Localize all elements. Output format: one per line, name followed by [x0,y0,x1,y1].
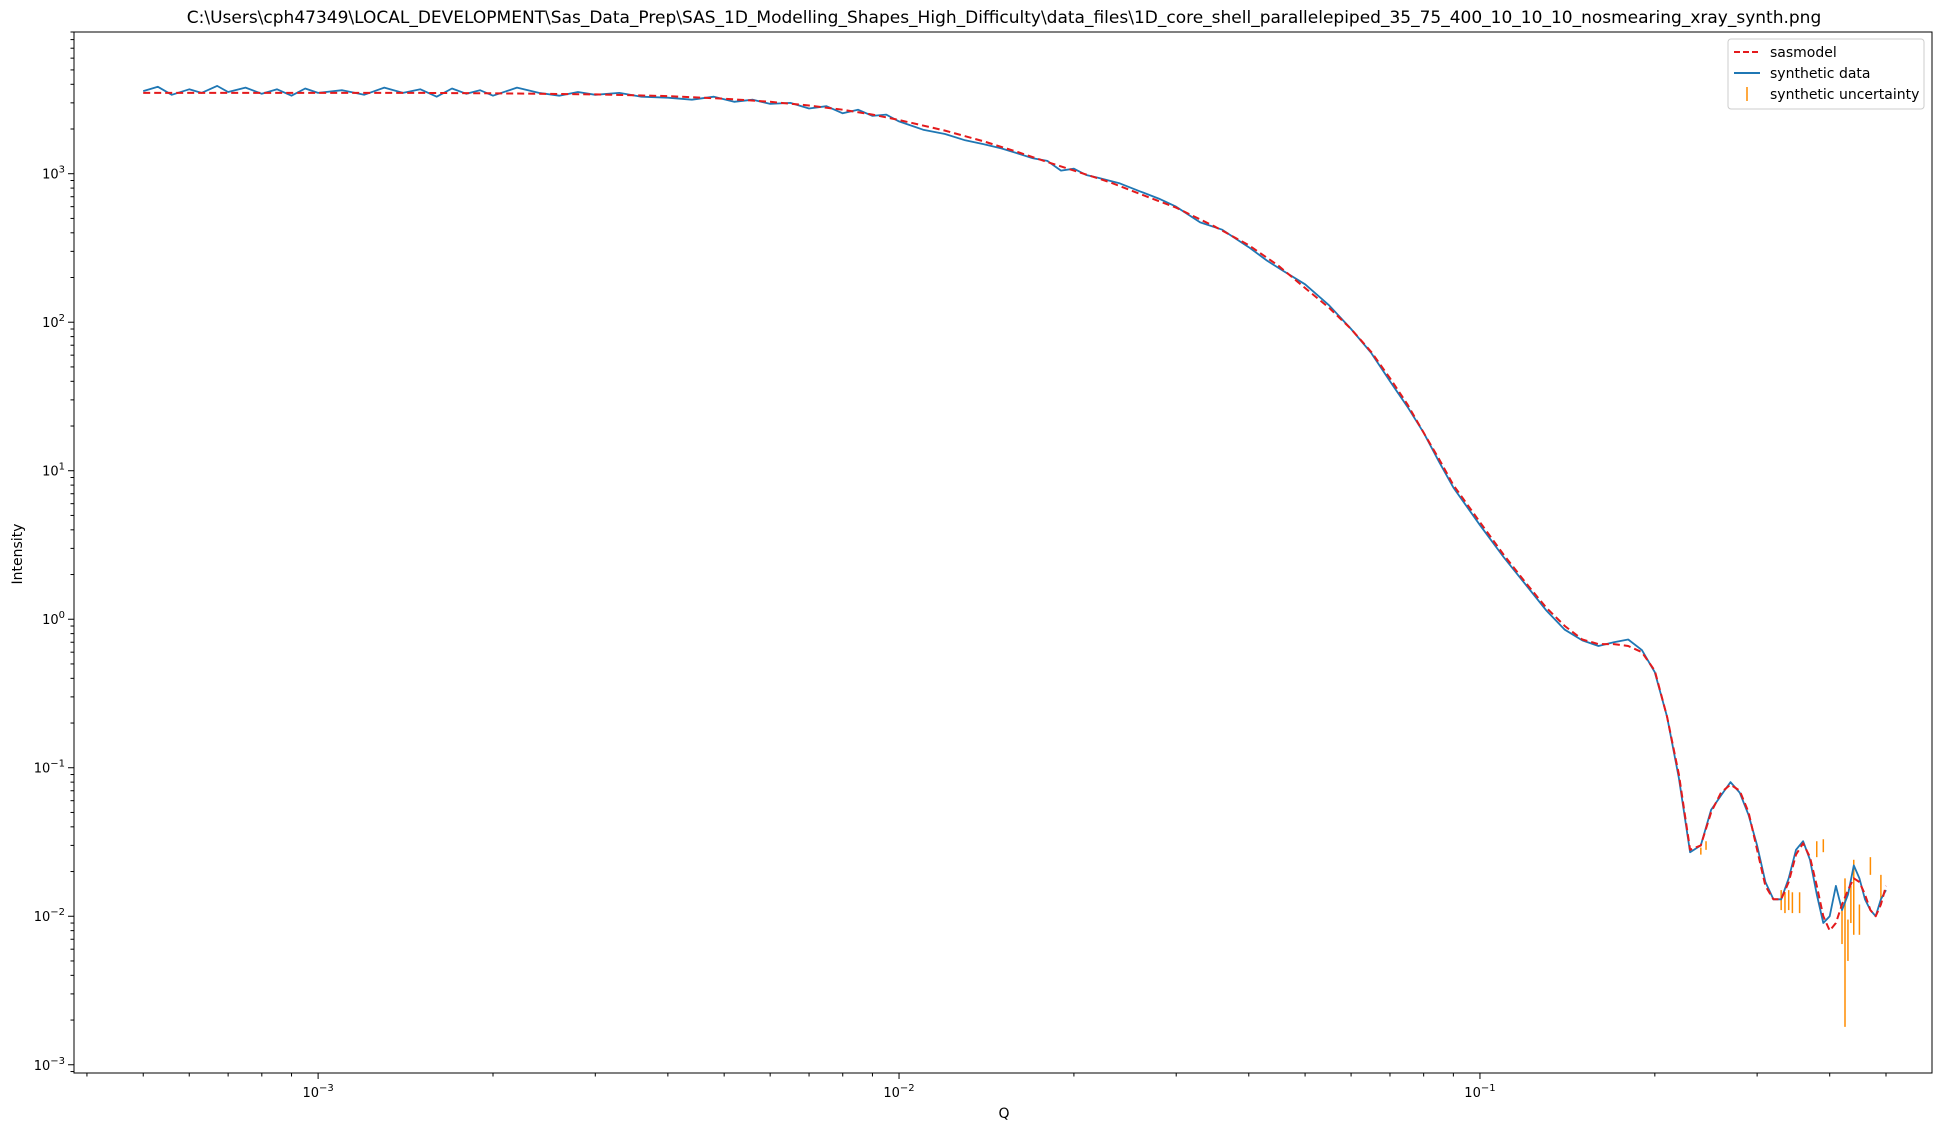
y-tick-label: 101 [42,462,65,480]
sasmodel-line [143,91,1887,932]
x-tick-label: 10−2 [883,1083,914,1101]
chart-title: C:\Users\cph47349\LOCAL_DEVELOPMENT\Sas_… [187,8,1822,28]
y-tick-label: 10−3 [34,1056,65,1074]
x-tick-label: 10−3 [302,1083,333,1101]
x-tick-label: 10−1 [1464,1083,1495,1101]
series-layer [142,85,1887,1027]
y-axis: 10−3 10−2 10−1 100 101 102 103 [34,31,74,1074]
y-tick-label: 103 [42,165,65,183]
y-tick-label: 102 [42,313,65,331]
y-tick-label: 10−1 [34,759,65,777]
legend-box [1727,38,1925,110]
x-axis: 10−3 10−2 10−1 [86,1073,1887,1101]
y-axis-label: Intensity [10,524,26,585]
y-tick-label: 100 [42,610,65,628]
legend-label: synthetic uncertainty [1770,87,1919,103]
legend-label: sasmodel [1770,45,1837,61]
legend: sasmodel synthetic data synthetic uncertai… [1727,38,1925,110]
y-tick-label: 10−2 [34,907,65,925]
legend-label: synthetic data [1770,66,1871,82]
x-axis-label: Q [998,1106,1009,1122]
plot-area [73,31,1933,1074]
